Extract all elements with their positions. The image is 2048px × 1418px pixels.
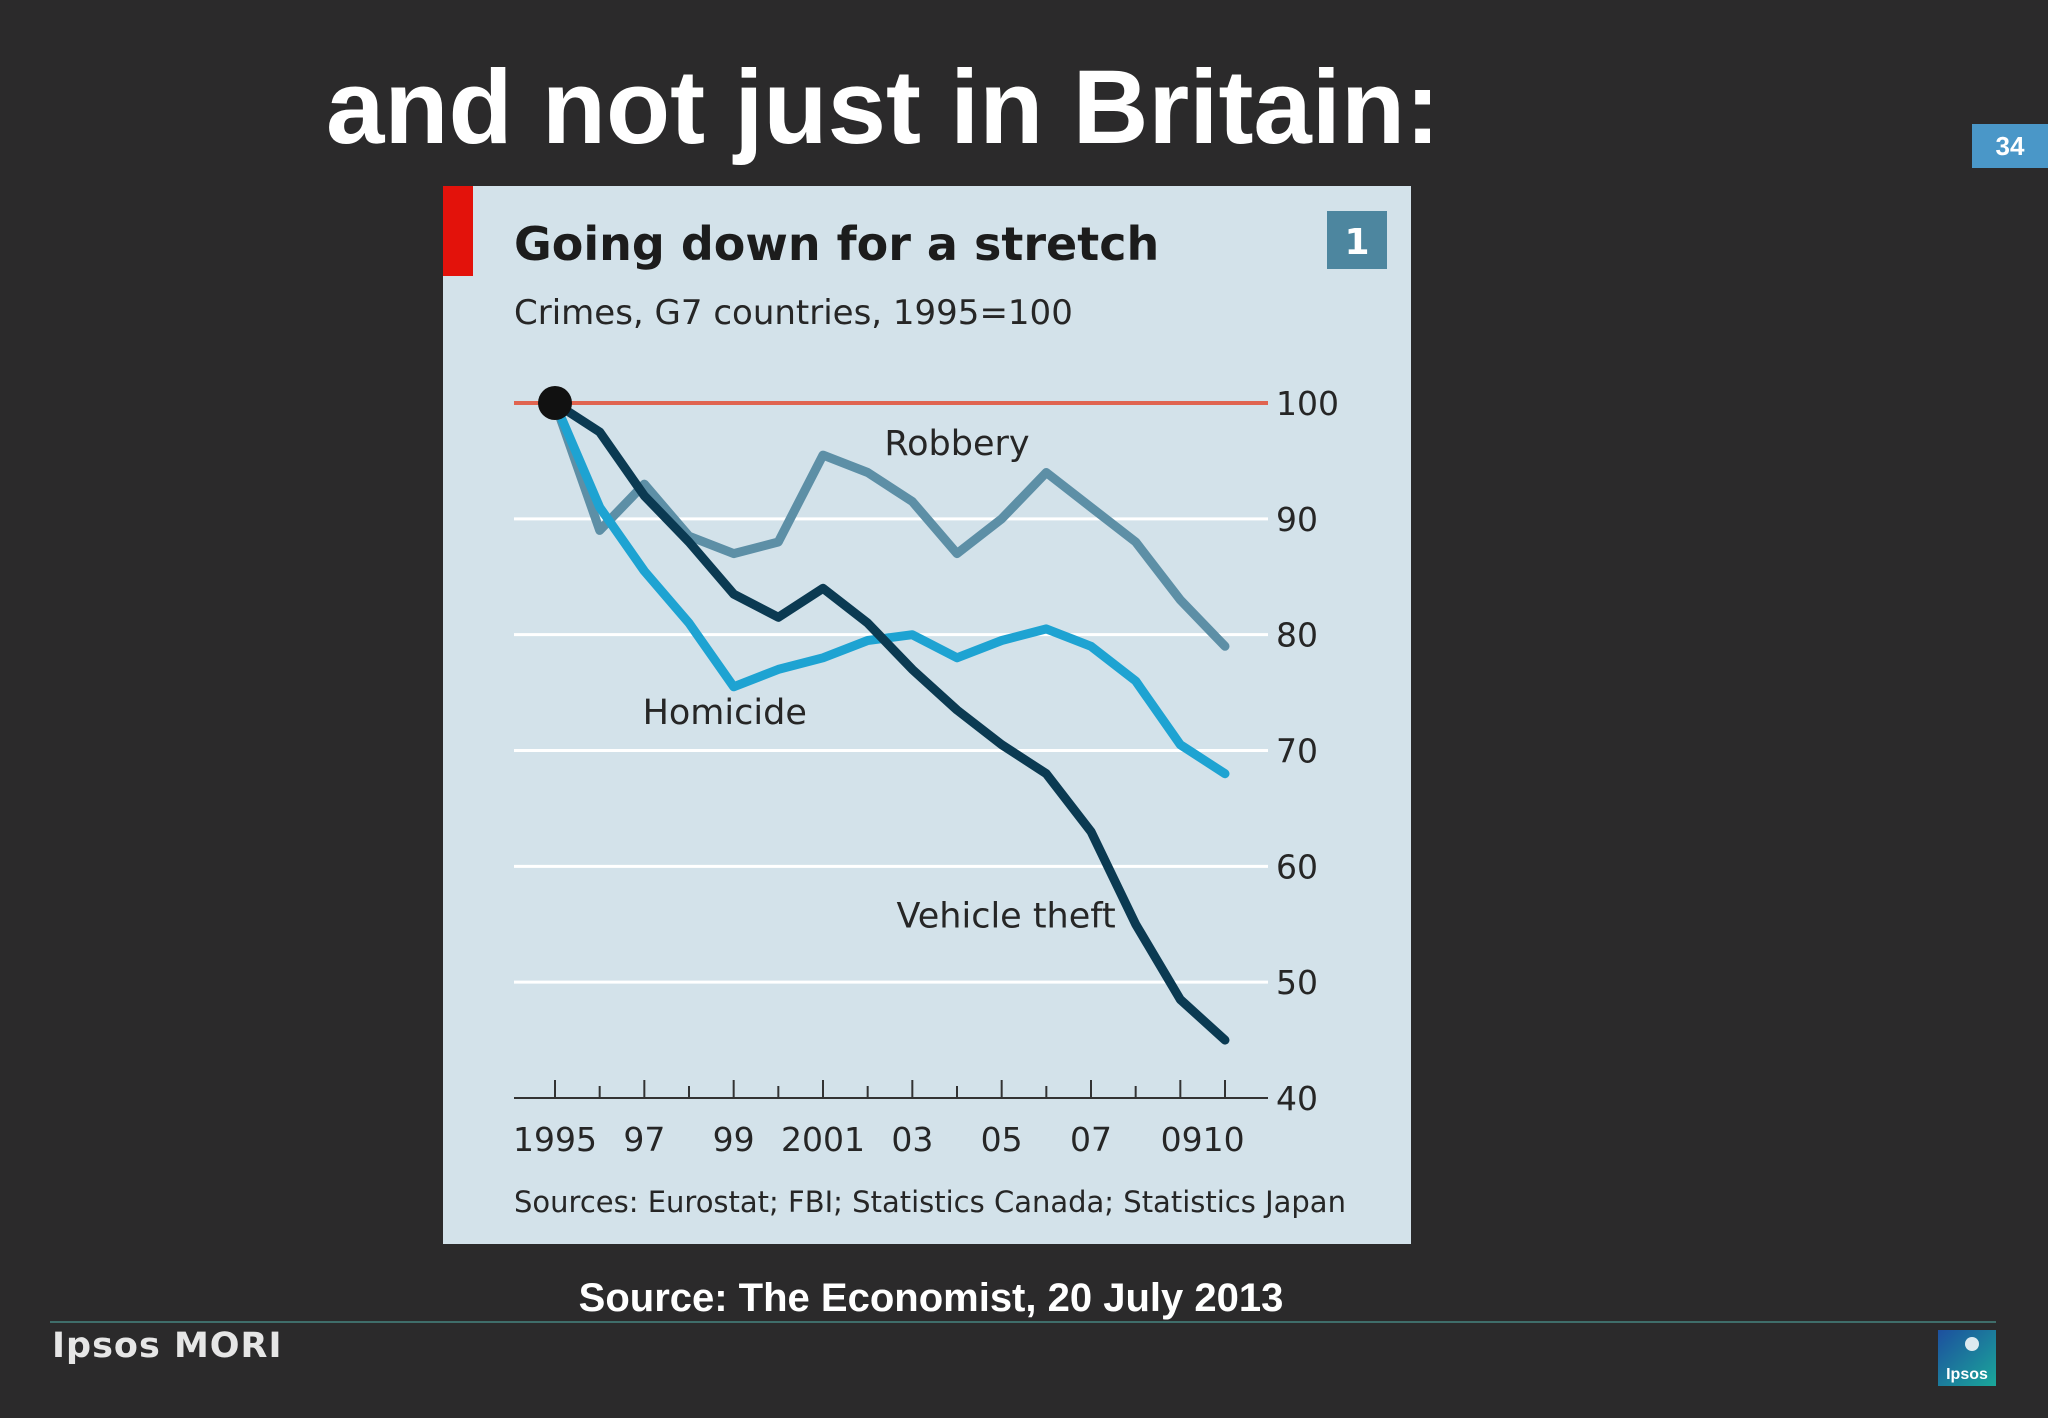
chart-subtitle: Crimes, G7 countries, 1995=100 [514, 293, 1073, 333]
ipsos-logo-icon: Ipsos [1938, 1330, 1996, 1386]
x-tick-label-05: 05 [981, 1120, 1023, 1159]
ipsos-mori-logo: Ipsos MORI [52, 1326, 283, 1366]
y-tick-label-50: 50 [1276, 963, 1318, 1002]
slide-title: and not just in Britain: [326, 49, 1441, 166]
series-line-robbery [550, 398, 1230, 651]
series-label-robbery: Robbery [884, 424, 1029, 464]
series-label-homicide: Homicide [643, 693, 807, 733]
y-tick-label-100: 100 [1276, 384, 1339, 423]
y-tick-label-80: 80 [1276, 616, 1318, 655]
x-tick-label-03: 03 [891, 1120, 933, 1159]
x-tick-label-99: 99 [713, 1120, 755, 1159]
footer-divider [50, 1321, 1996, 1323]
y-tick-label-40: 40 [1276, 1079, 1318, 1118]
series-line-vehicle-theft [550, 398, 1230, 1045]
source-caption: Source: The Economist, 20 July 2013 [578, 1276, 1284, 1320]
series-label-vehicle-theft: Vehicle theft [897, 897, 1116, 937]
x-tick-label-0910: 0910 [1161, 1120, 1245, 1159]
chart-panel: Going down for a stretch Crimes, G7 coun… [443, 186, 1411, 1244]
chart-accent-bar [443, 186, 473, 276]
chart-source: Sources: Eurostat; FBI; Statistics Canad… [514, 1185, 1346, 1219]
chart-number-badge-box [1327, 211, 1387, 269]
index-origin-dot [538, 386, 572, 420]
series-line-homicide [550, 398, 1230, 779]
crime-line-chart: Going down for a stretch Crimes, G7 coun… [443, 186, 1387, 1219]
y-tick-label-70: 70 [1276, 732, 1318, 771]
x-tick-label-97: 97 [623, 1120, 665, 1159]
x-tick-label-1995: 1995 [513, 1120, 597, 1159]
chart-number-badge: 1 [1344, 222, 1369, 263]
chart-title: Going down for a stretch [514, 217, 1159, 271]
page-number-badge: 34 [1972, 124, 2048, 168]
y-tick-label-90: 90 [1276, 500, 1318, 539]
x-tick-label-07: 07 [1070, 1120, 1112, 1159]
x-tick-label-2001: 2001 [781, 1120, 865, 1159]
y-tick-label-60: 60 [1276, 847, 1318, 886]
ipsos-logo-text: Ipsos [1946, 1366, 1988, 1383]
